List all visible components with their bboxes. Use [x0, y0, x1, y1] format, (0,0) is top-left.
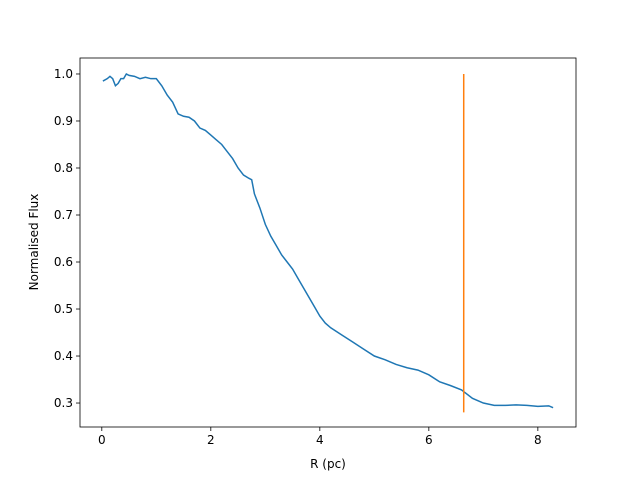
y-tick-label: 0.7 — [54, 208, 73, 222]
x-tick-label: 4 — [316, 433, 324, 447]
x-tick-label: 2 — [207, 433, 215, 447]
x-tick-label: 0 — [98, 433, 106, 447]
x-tick-label: 6 — [425, 433, 433, 447]
x-axis-label: R (pc) — [310, 457, 346, 471]
y-tick-label: 0.6 — [54, 255, 73, 269]
y-tick-label: 0.9 — [54, 114, 73, 128]
y-tick-label: 1.0 — [54, 67, 73, 81]
y-tick-label: 0.4 — [54, 349, 73, 363]
x-tick-label: 8 — [534, 433, 542, 447]
axes-frame — [79, 57, 577, 428]
data-line — [102, 72, 554, 409]
y-tick-label: 0.8 — [54, 161, 73, 175]
y-tick-label: 0.3 — [54, 396, 73, 410]
y-tick-label: 0.5 — [54, 302, 73, 316]
y-axis-label: Normalised Flux — [27, 194, 41, 291]
